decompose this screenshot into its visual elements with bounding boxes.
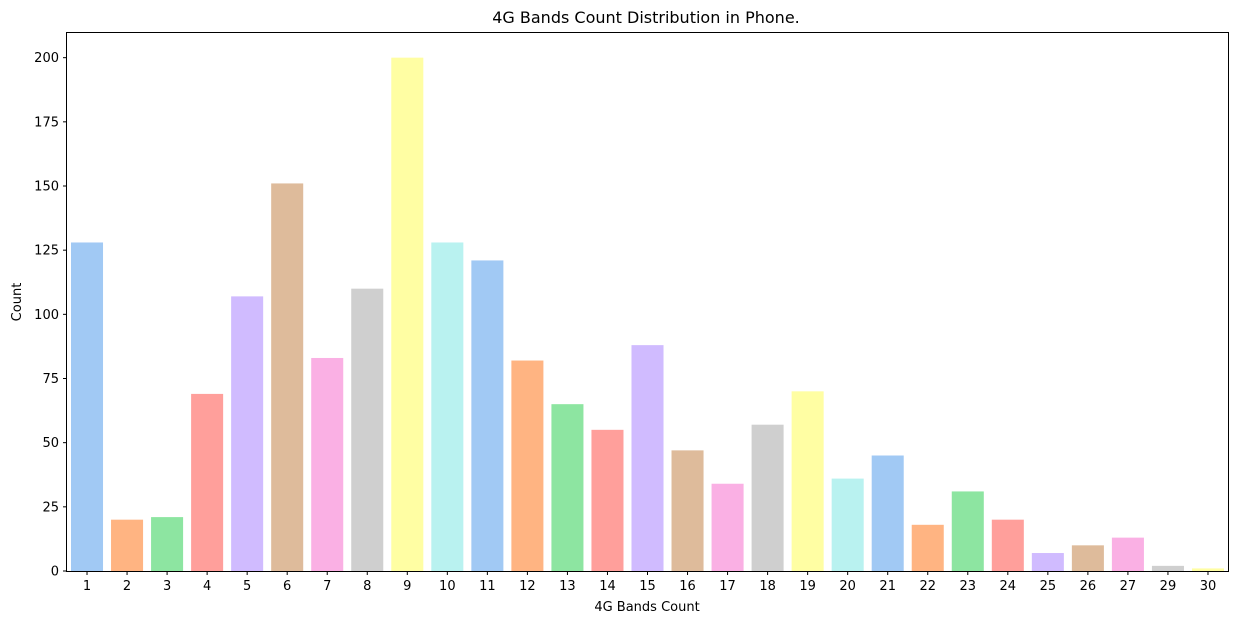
bar-21	[871, 455, 904, 571]
bars-group	[71, 57, 1224, 572]
x-axis: 1 2 3 4 5 6 7 8 9 10 11 12 13 14 15 16 17 18 19 20 21 22 23 24 2…	[83, 571, 1216, 594]
x-tick-label: 17	[719, 579, 736, 594]
bar-26	[1071, 545, 1104, 571]
bar-15	[631, 345, 664, 571]
bar-4	[191, 393, 224, 571]
bar-7	[311, 357, 344, 571]
bar-13	[551, 404, 584, 571]
y-tick-label: 200	[34, 51, 59, 66]
x-tick-label: 6	[283, 579, 291, 594]
bar-12	[511, 360, 544, 571]
x-tick-label: 8	[363, 579, 371, 594]
x-tick-label: 29	[1160, 579, 1177, 594]
y-axis: 0 25 50 75 100 125 150 175 200	[34, 51, 67, 580]
y-tick-label: 0	[51, 565, 59, 580]
bar-23	[951, 491, 984, 571]
bar-18	[751, 424, 784, 571]
x-axis-label: 4G Bands Count	[594, 600, 699, 615]
bar-24	[991, 519, 1024, 571]
y-tick-label: 75	[42, 372, 59, 387]
bar-11	[471, 260, 504, 571]
bar-8	[351, 288, 384, 571]
x-tick-label: 13	[559, 579, 576, 594]
x-tick-label: 2	[123, 579, 131, 594]
y-axis-label: Count	[10, 283, 25, 322]
bar-9	[391, 57, 424, 572]
x-tick-label: 22	[919, 579, 936, 594]
bar-30	[1191, 568, 1224, 571]
bar-27	[1111, 537, 1144, 571]
x-tick-label: 19	[799, 579, 816, 594]
x-tick-label: 1	[83, 579, 91, 594]
x-tick-label: 5	[243, 579, 251, 594]
y-tick-label: 150	[34, 180, 59, 195]
x-tick-label: 18	[759, 579, 776, 594]
y-tick-label: 50	[42, 436, 59, 451]
bar-29	[1151, 565, 1184, 571]
chart-title: 4G Bands Count Distribution in Phone.	[492, 8, 800, 27]
bar-22	[911, 524, 944, 571]
x-tick-label: 26	[1080, 579, 1097, 594]
x-tick-label: 16	[679, 579, 696, 594]
x-tick-label: 7	[323, 579, 331, 594]
x-tick-label: 23	[960, 579, 977, 594]
x-tick-label: 24	[1000, 579, 1017, 594]
x-tick-label: 27	[1120, 579, 1137, 594]
y-tick-label: 125	[34, 244, 59, 259]
x-tick-label: 20	[839, 579, 856, 594]
x-tick-label: 4	[203, 579, 211, 594]
y-tick-label: 25	[42, 500, 59, 515]
y-tick-label: 175	[34, 115, 59, 130]
x-tick-label: 9	[403, 579, 411, 594]
bar-14	[591, 429, 624, 571]
bar-19	[791, 391, 824, 571]
x-tick-label: 11	[479, 579, 496, 594]
x-tick-label: 14	[599, 579, 616, 594]
y-tick-label: 100	[34, 308, 59, 323]
bar-1	[71, 242, 104, 571]
bar-6	[271, 183, 304, 571]
bar-20	[831, 478, 864, 571]
bar-3	[151, 517, 184, 571]
bar-5	[231, 296, 264, 571]
bar-25	[1031, 553, 1064, 571]
x-tick-label: 10	[439, 579, 456, 594]
bar-17	[711, 483, 744, 571]
x-tick-label: 25	[1040, 579, 1057, 594]
x-tick-label: 21	[879, 579, 896, 594]
bar-16	[671, 450, 704, 571]
x-tick-label: 15	[639, 579, 656, 594]
x-tick-label: 3	[163, 579, 171, 594]
x-tick-label: 30	[1200, 579, 1217, 594]
x-tick-label: 12	[519, 579, 536, 594]
bar-10	[431, 242, 464, 571]
bar-2	[111, 519, 144, 571]
